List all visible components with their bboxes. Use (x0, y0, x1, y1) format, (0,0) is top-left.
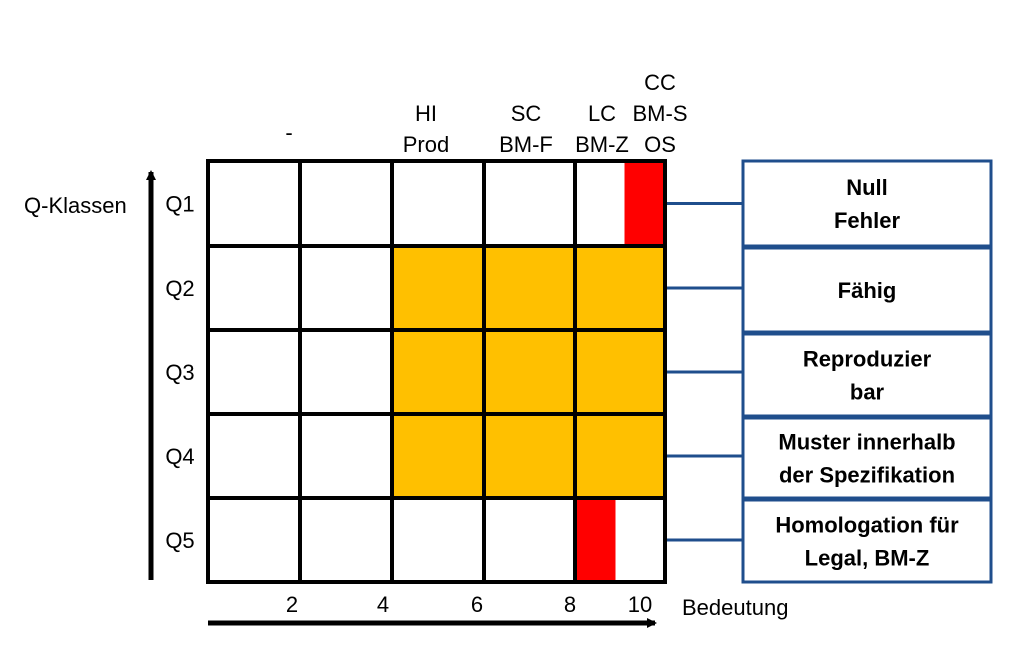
class-box-label: Legal, BM-Z (805, 546, 930, 571)
class-box-q3 (741, 332, 993, 418)
column-header-2: HI (415, 101, 437, 126)
x-tick-label: 4 (377, 592, 389, 617)
row-label-q5: Q5 (165, 528, 194, 553)
class-box-q5 (741, 498, 993, 584)
class-box-label: der Spezifikation (779, 463, 955, 488)
y-axis-title: Q-Klassen (24, 193, 127, 218)
column-header-2: Prod (403, 132, 449, 157)
class-box-q1 (741, 159, 993, 248)
column-header-3: SC (511, 101, 542, 126)
class-box-label: bar (850, 380, 885, 405)
class-box-label: Homologation für (775, 513, 959, 538)
x-tick-label: 8 (564, 592, 576, 617)
row-label-q2: Q2 (165, 276, 194, 301)
x-tick-label: 6 (471, 592, 483, 617)
x-tick-label: 2 (286, 592, 298, 617)
column-header-5: BM-S (633, 101, 688, 126)
class-box-label: Muster innerhalb (778, 430, 955, 455)
highlight-region-1 (392, 246, 665, 498)
class-box-label: Reproduzier (803, 347, 932, 372)
highlight-region-2 (624, 161, 665, 246)
class-box-q4 (741, 416, 993, 500)
column-header-4: BM-Z (575, 132, 629, 157)
row-label-q1: Q1 (165, 192, 194, 217)
column-header-5: CC (644, 70, 676, 95)
class-box-label: Null (846, 175, 888, 200)
x-tick-label: 10 (628, 592, 652, 617)
class-box-label: Fähig (838, 278, 897, 303)
column-header-4: LC (588, 101, 616, 126)
x-axis-title: Bedeutung (682, 595, 788, 620)
column-header-5: OS (644, 132, 676, 157)
class-box-label: Fehler (834, 208, 900, 233)
column-header-3: BM-F (499, 132, 553, 157)
row-label-q4: Q4 (165, 444, 194, 469)
class-box-q2 (741, 246, 993, 334)
column-header-1: - (285, 120, 292, 145)
highlight-region-3 (575, 498, 616, 582)
row-label-q3: Q3 (165, 360, 194, 385)
